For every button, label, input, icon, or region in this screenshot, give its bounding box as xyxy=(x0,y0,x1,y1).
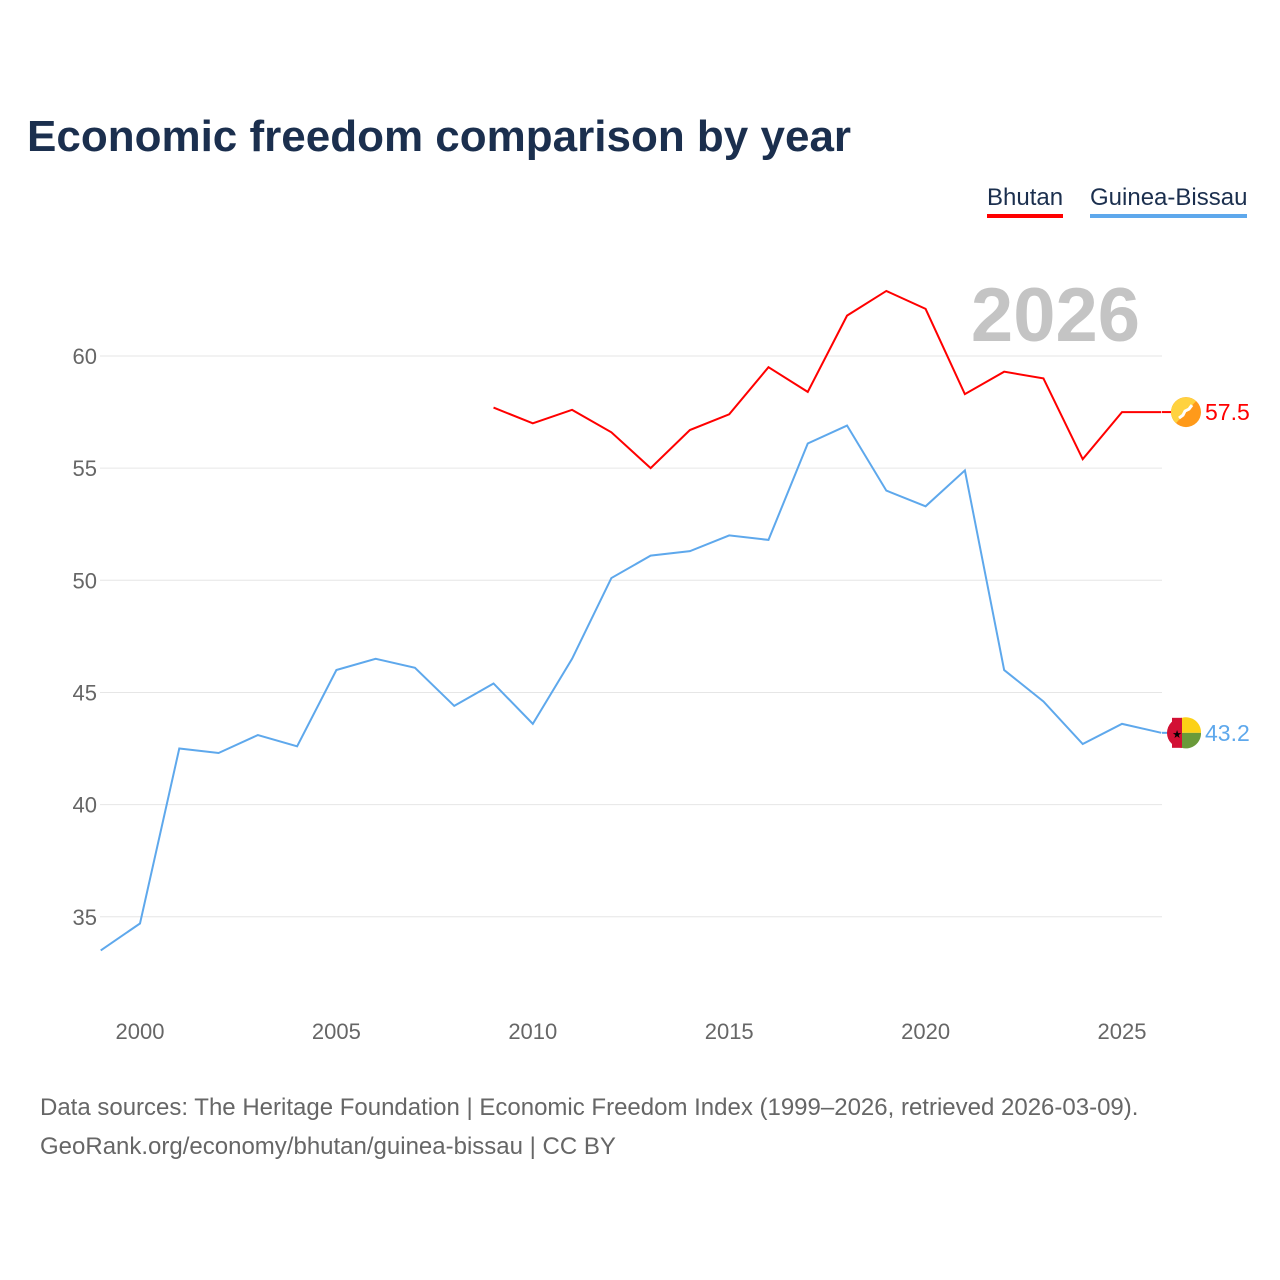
x-tick-label: 2025 xyxy=(1098,1019,1147,1044)
y-tick-label: 50 xyxy=(73,568,97,593)
year-watermark: 2026 xyxy=(971,273,1140,358)
legend-bhutan[interactable]: Bhutan xyxy=(987,184,1064,218)
source-line-1: Data sources: The Heritage Foundation | … xyxy=(40,1094,1139,1121)
guinea-bissau-flag-red-band xyxy=(1172,717,1182,748)
chart-title: Economic freedom comparison by year xyxy=(27,112,852,161)
bhutan-flag-icon-yellow xyxy=(1171,397,1196,424)
series-line-guinea-bissau xyxy=(100,424,1162,952)
x-tick-label: 2010 xyxy=(508,1019,557,1044)
x-tick-label: 2020 xyxy=(901,1019,950,1044)
guinea-bissau-flag-yellow xyxy=(1182,717,1202,733)
x-tick-label: 2000 xyxy=(116,1019,165,1044)
legend-guinea-bissau[interactable]: Guinea-Bissau xyxy=(1090,184,1248,218)
guinea-bissau-flag-green xyxy=(1182,732,1202,749)
source-line-2[interactable]: GeoRank.org/economy/bhutan/guinea-bissau… xyxy=(40,1133,616,1160)
y-tick-label: 40 xyxy=(73,793,97,818)
star-icon: ★ xyxy=(1172,729,1182,741)
series-line-bhutan xyxy=(493,289,1162,470)
bhutan-dragon-icon xyxy=(1178,404,1194,420)
y-tick-label: 60 xyxy=(73,344,97,369)
y-tick-label: 45 xyxy=(73,680,97,705)
x-tick-label: 2015 xyxy=(705,1019,754,1044)
x-tick-label: 2005 xyxy=(312,1019,361,1044)
source-note: Data sources: The Heritage Foundation | … xyxy=(40,1088,1138,1166)
end-value-label-guinea-bissau: 43.2 xyxy=(1205,720,1250,746)
y-tick-label: 55 xyxy=(73,456,97,481)
left-mask xyxy=(0,300,100,1000)
y-tick-label: 35 xyxy=(73,905,97,930)
end-value-label-bhutan: 57.5 xyxy=(1205,399,1250,425)
